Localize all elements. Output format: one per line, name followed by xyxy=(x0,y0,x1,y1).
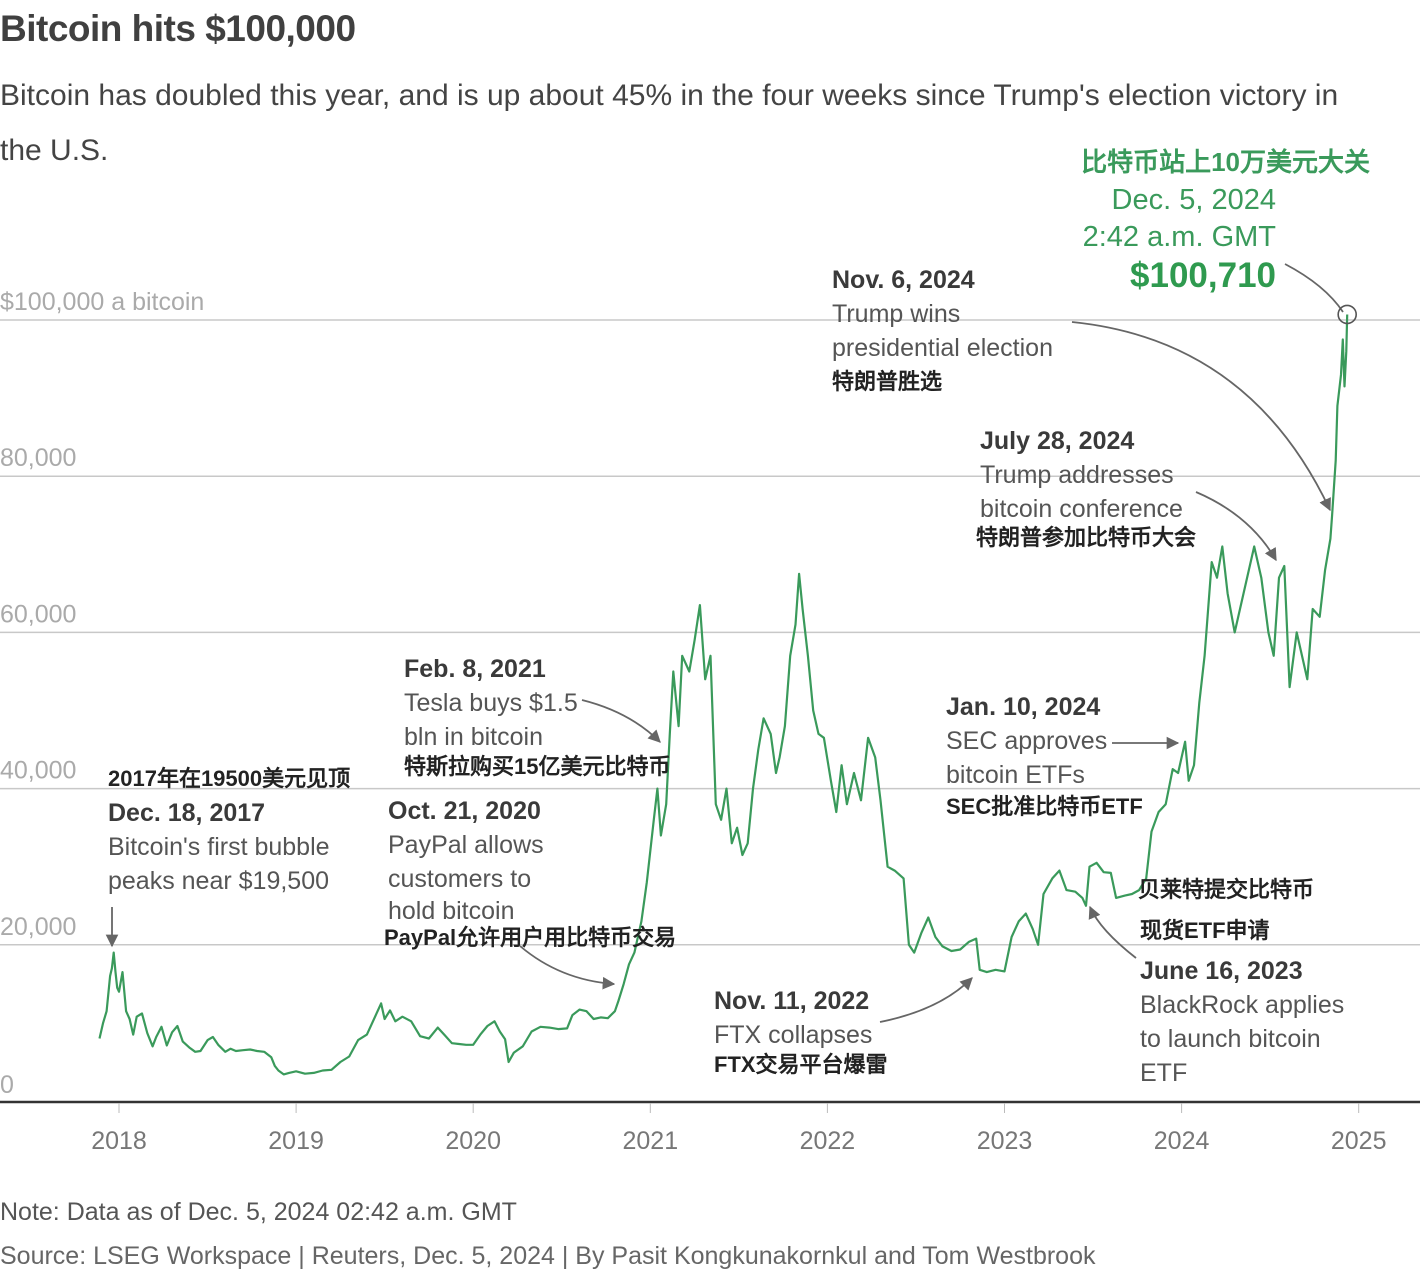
annotation-date: Nov. 11, 2022 xyxy=(714,987,870,1015)
annotation-cn: 贝莱特提交比特币 xyxy=(1138,877,1315,902)
arrow-election xyxy=(1071,321,1331,512)
annotation-desc: PayPal allows xyxy=(388,831,544,859)
annotation-date: Nov. 6, 2024 xyxy=(832,266,975,294)
arrow-paypal xyxy=(519,945,616,990)
y-tick-label: 20,000 xyxy=(0,913,76,941)
arrow-tesla xyxy=(581,699,661,743)
annotation-blackrock: 贝莱特提交比特币 现货ETF申请 June 16, 2023 BlackRock… xyxy=(1138,872,1345,1090)
x-tick-label: 2021 xyxy=(622,1127,678,1155)
y-tick-label: 40,000 xyxy=(0,757,76,785)
annotation-desc: peaks near $19,500 xyxy=(108,867,330,895)
annotation-cn: PayPal允许用户用比特币交易 xyxy=(384,925,677,950)
price-line xyxy=(98,314,1349,1076)
x-axis: 2018 2019 2020 2021 2022 2023 2024 2025 xyxy=(0,1100,1420,1155)
annotation-desc: Trump wins xyxy=(832,300,961,328)
100k-marker-circle xyxy=(1337,304,1357,325)
annotation-desc: SEC approves xyxy=(946,727,1108,755)
annotation-desc: to launch bitcoin xyxy=(1140,1025,1321,1053)
annotation-date: Dec. 18, 2017 xyxy=(108,799,266,827)
annotation-desc: hold bitcoin xyxy=(388,897,515,925)
annotation-price: $100,710 xyxy=(1130,256,1276,295)
annotation-desc: bitcoin conference xyxy=(980,495,1183,523)
gridlines xyxy=(0,319,1420,946)
annotation-time: 2:42 a.m. GMT xyxy=(1082,221,1276,253)
y-tick-label: $100,000 a bitcoin xyxy=(0,288,204,316)
annotation-ftx: Nov. 11, 2022 FTX collapses FTX交易平台爆雷 xyxy=(714,984,888,1078)
annotation-date: July 28, 2024 xyxy=(980,427,1135,455)
annotation-desc: bitcoin ETFs xyxy=(946,761,1085,789)
x-tick-label: 2024 xyxy=(1154,1127,1210,1155)
x-tick-label: 2022 xyxy=(800,1127,856,1155)
annotation-desc: Tesla buys $1.5 xyxy=(404,689,578,717)
annotation-2017-peak: 2017年在19500美元见顶 Dec. 18, 2017 Bitcoin's … xyxy=(108,762,350,898)
x-tick-label: 2023 xyxy=(977,1127,1033,1155)
annotation-cn: 现货ETF申请 xyxy=(1140,918,1270,943)
chart-title: Bitcoin hits $100,000 xyxy=(0,8,356,49)
arrow-100k xyxy=(1284,263,1344,313)
annotation-date: Dec. 5, 2024 xyxy=(1111,184,1276,216)
x-tick-label: 2020 xyxy=(445,1127,501,1155)
annotation-date: Oct. 21, 2020 xyxy=(388,797,541,825)
annotation-date: June 16, 2023 xyxy=(1140,957,1303,985)
arrow-blackrock xyxy=(1088,905,1137,959)
annotation-election: Nov. 6, 2024 Trump wins presidential ele… xyxy=(832,263,1053,399)
arrow-conference xyxy=(1195,491,1277,562)
annotation-desc: ETF xyxy=(1140,1059,1188,1087)
x-tick-label: 2025 xyxy=(1331,1127,1387,1155)
y-axis-labels: 0 20,000 40,000 60,000 80,000 $100,000 a bitc… xyxy=(0,288,204,1099)
annotation-date: Feb. 8, 2021 xyxy=(404,655,546,683)
annotation-desc: FTX collapses xyxy=(714,1021,873,1049)
annotation-cn: 2017年在19500美元见顶 xyxy=(108,766,351,791)
annotation-desc: Trump addresses xyxy=(980,461,1174,489)
annotation-tesla: Feb. 8, 2021 Tesla buys $1.5 bln in bitc… xyxy=(404,652,670,780)
annotation-paypal: Oct. 21, 2020 PayPal allows customers to… xyxy=(384,794,676,950)
arrow-ftx xyxy=(879,977,973,1023)
annotation-cn: SEC批准比特币ETF xyxy=(946,794,1143,819)
chart-subtitle: Bitcoin has doubled this year, and is up… xyxy=(0,79,1339,167)
y-tick-label: 0 xyxy=(0,1071,14,1099)
annotation-cn: FTX交易平台爆雷 xyxy=(714,1052,888,1077)
y-tick-label: 60,000 xyxy=(0,600,76,628)
annotation-cn: 特斯拉购买15亿美元比特币 xyxy=(404,754,671,779)
annotation-cn: 比特币站上10万美元大关 xyxy=(1081,147,1370,177)
y-tick-label: 80,000 xyxy=(0,444,76,472)
annotation-arrows xyxy=(105,263,1344,1023)
annotation-desc: bln in bitcoin xyxy=(404,723,543,751)
annotation-cn: 特朗普胜选 xyxy=(832,369,943,394)
annotation-date: Jan. 10, 2024 xyxy=(946,693,1101,721)
annotation-sec: Jan. 10, 2024 SEC approves bitcoin ETFs … xyxy=(946,690,1143,822)
annotation-desc: customers to xyxy=(388,865,532,893)
source-credit: Source: LSEG Workspace | Reuters, Dec. 5… xyxy=(0,1242,1096,1270)
annotation-conference: July 28, 2024 Trump addresses bitcoin co… xyxy=(976,424,1196,550)
x-tick-label: 2019 xyxy=(268,1127,324,1155)
annotation-desc: Bitcoin's first bubble xyxy=(108,833,330,861)
annotation-100k: 比特币站上10万美元大关 Dec. 5, 2024 2:42 a.m. GMT … xyxy=(1040,142,1370,296)
annotation-cn: 特朗普参加比特币大会 xyxy=(976,525,1197,550)
annotation-desc: BlackRock applies xyxy=(1140,991,1345,1019)
annotation-desc: presidential election xyxy=(832,334,1053,362)
footnote: Note: Data as of Dec. 5, 2024 02:42 a.m.… xyxy=(0,1198,517,1226)
x-tick-label: 2018 xyxy=(91,1127,147,1155)
